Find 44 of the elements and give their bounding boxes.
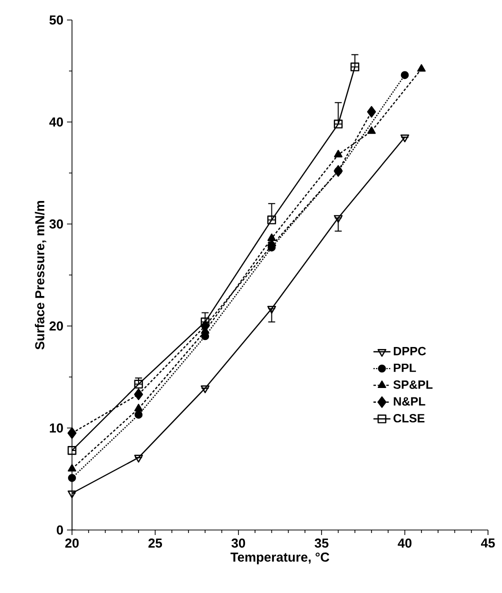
legend-label: DPPC xyxy=(394,346,426,356)
x-tick-label: 35 xyxy=(314,538,328,548)
point xyxy=(400,71,409,80)
x-tick-label: 30 xyxy=(231,538,246,548)
legend-label: N&PL xyxy=(394,397,426,406)
point xyxy=(134,380,143,389)
point xyxy=(134,388,144,400)
point xyxy=(334,166,342,175)
x-tick-label: 40 xyxy=(398,538,412,548)
point xyxy=(68,474,76,482)
point xyxy=(134,410,143,419)
point xyxy=(417,64,426,72)
point xyxy=(267,216,276,224)
x-tick-label: 45 xyxy=(481,538,495,548)
y-tick-label: 30 xyxy=(49,219,63,229)
y-tick-label: 20 xyxy=(50,321,63,331)
point xyxy=(68,427,76,439)
point xyxy=(200,318,210,326)
point xyxy=(134,404,143,412)
point xyxy=(334,150,342,158)
point xyxy=(68,464,76,472)
point xyxy=(134,454,143,463)
legend-label: CLSE xyxy=(394,414,424,422)
y-axis-title: Surface Pressure, mN/m xyxy=(34,200,46,350)
point xyxy=(68,446,76,455)
point xyxy=(267,306,276,314)
point xyxy=(350,62,360,72)
point xyxy=(367,126,376,134)
point xyxy=(200,385,210,394)
point xyxy=(334,120,343,128)
y-tick-label: 50 xyxy=(49,15,63,25)
legend-label: SP&PL xyxy=(393,380,433,389)
point xyxy=(400,134,410,142)
x-tick-label: 25 xyxy=(148,538,162,548)
x-axis-title: Temperature, °C xyxy=(230,552,330,564)
x-tick-label: 20 xyxy=(65,538,79,548)
point xyxy=(367,106,376,118)
y-tick-label: 0 xyxy=(56,525,63,535)
legend-label: PPL xyxy=(394,364,416,372)
point xyxy=(334,215,343,223)
y-tick-label: 40 xyxy=(49,117,63,127)
point xyxy=(267,233,276,241)
point xyxy=(68,490,76,498)
y-tick-label: 10 xyxy=(50,423,63,433)
